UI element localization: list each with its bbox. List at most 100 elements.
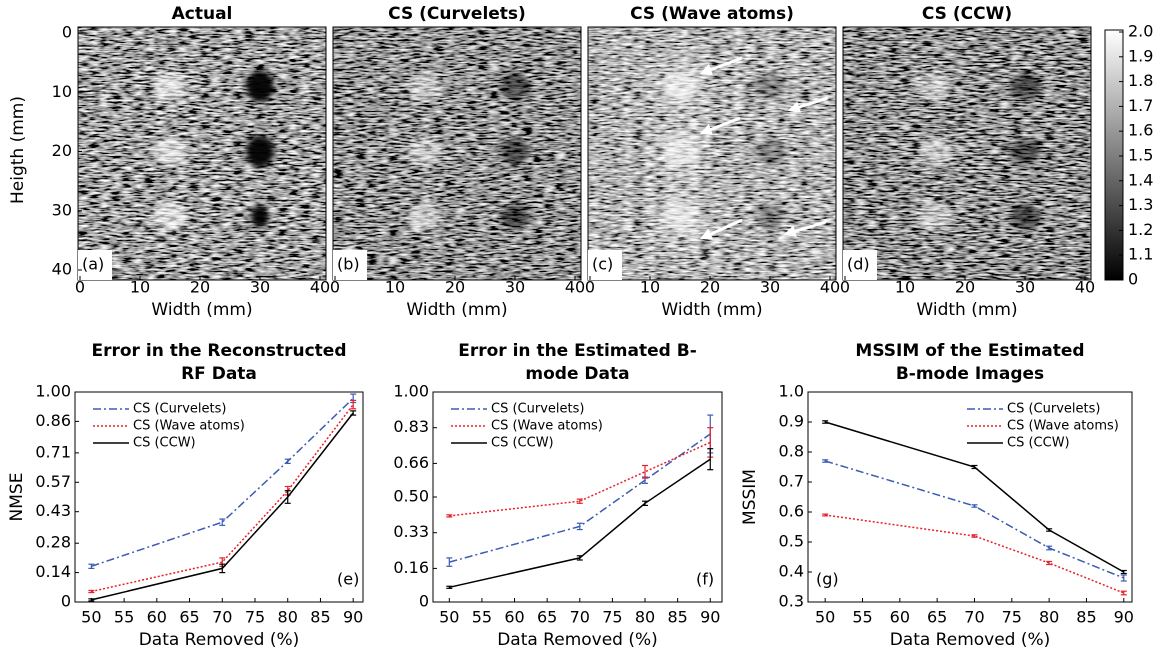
error-bar bbox=[1046, 528, 1053, 532]
dark-inclusion bbox=[755, 73, 785, 100]
x-tick-label: 75 bbox=[245, 608, 265, 627]
x-axis-label: Data Removed (%) bbox=[890, 630, 1051, 650]
error-bar bbox=[576, 555, 583, 561]
x-tick-label: 65 bbox=[537, 608, 557, 627]
bright-inclusion bbox=[663, 72, 697, 101]
dark-inclusion bbox=[251, 205, 269, 228]
error-bar bbox=[822, 420, 829, 424]
dark-inclusion bbox=[1010, 138, 1040, 165]
x-tick-label: 80 bbox=[635, 608, 655, 627]
y-tick-label: 20 bbox=[52, 141, 72, 160]
x-tick-label: 85 bbox=[1076, 608, 1096, 627]
x-tick-label: 70 bbox=[964, 608, 984, 627]
panel-label-box bbox=[78, 250, 112, 280]
y-tick-label: 0.83 bbox=[393, 417, 429, 436]
x-tick-label: 75 bbox=[1002, 608, 1022, 627]
speckle bbox=[78, 27, 326, 280]
error-bar bbox=[707, 448, 714, 471]
error-bar bbox=[822, 513, 829, 517]
dark-inclusion bbox=[500, 203, 530, 230]
bright-inclusion bbox=[153, 202, 187, 231]
x-axis-label: Width (mm) bbox=[916, 300, 1017, 320]
y-tick-label: 0.66 bbox=[393, 453, 429, 472]
y-tick-label: 0.4 bbox=[779, 562, 804, 581]
x-tick-label: 40 bbox=[565, 278, 585, 297]
speckle bbox=[843, 27, 1091, 280]
x-tick-label: 10 bbox=[895, 278, 915, 297]
legend-label: CS (CCW) bbox=[1007, 436, 1070, 451]
error-bar bbox=[1120, 574, 1127, 582]
y-tick-label: 0.3 bbox=[779, 592, 804, 611]
error-bar bbox=[971, 504, 978, 508]
chart-title: MSSIM of the Estimated B-mode Images bbox=[855, 341, 1085, 384]
error-bar bbox=[642, 500, 649, 506]
image-frame bbox=[842, 26, 1092, 281]
colorbar-tick-label: 1.9 bbox=[1128, 46, 1153, 65]
legend-label: CS (CCW) bbox=[491, 436, 554, 451]
x-tick-label: 10 bbox=[130, 278, 150, 297]
x-tick-label: 20 bbox=[700, 278, 720, 297]
x-tick-label: 65 bbox=[179, 608, 199, 627]
error-bar bbox=[446, 585, 453, 589]
error-bar bbox=[88, 563, 95, 570]
dark-inclusion bbox=[500, 73, 530, 100]
image-title: CS (Wave atoms) bbox=[630, 4, 794, 24]
y-tick-label: 10 bbox=[52, 82, 72, 101]
bright-inclusion bbox=[918, 72, 952, 101]
bright-inclusion bbox=[153, 72, 187, 101]
error-bar bbox=[446, 514, 453, 518]
series-line bbox=[824, 421, 1125, 573]
image-panel bbox=[588, 27, 836, 280]
speckle bbox=[588, 27, 836, 280]
dark-inclusion bbox=[500, 138, 530, 165]
plot-frame bbox=[74, 391, 364, 603]
bright-inclusion bbox=[408, 72, 442, 101]
x-tick-label: 10 bbox=[640, 278, 660, 297]
dark-inclusion bbox=[246, 70, 274, 103]
error-bar bbox=[576, 522, 583, 531]
bright-inclusion bbox=[153, 137, 187, 166]
error-bar bbox=[219, 518, 226, 526]
legend-label: CS (Curvelets) bbox=[1007, 402, 1100, 417]
colorbar-tick-label: 1.1 bbox=[1128, 245, 1153, 264]
x-tick-label: 20 bbox=[445, 278, 465, 297]
y-tick-label: 1.0 bbox=[779, 382, 804, 401]
x-tick-label: 50 bbox=[439, 608, 459, 627]
dark-inclusion bbox=[1010, 203, 1040, 230]
image-panel bbox=[333, 27, 581, 280]
x-tick-label: 90 bbox=[700, 608, 720, 627]
panel-label: (g) bbox=[816, 570, 839, 589]
x-tick-label: 90 bbox=[1114, 608, 1134, 627]
legend-label: CS (CCW) bbox=[133, 436, 196, 451]
panel-label-box bbox=[843, 250, 877, 280]
dark-inclusion bbox=[755, 138, 785, 165]
y-tick-label: 0.50 bbox=[393, 487, 429, 506]
image-frame bbox=[77, 26, 327, 281]
x-tick-label: 30 bbox=[505, 278, 525, 297]
x-tick-label: 40 bbox=[310, 278, 330, 297]
y-tick-label: 0.7 bbox=[779, 472, 804, 491]
colorbar-tick-label: 1.5 bbox=[1128, 146, 1153, 165]
legend-label: CS (Wave atoms) bbox=[491, 419, 603, 434]
legend-label: CS (Wave atoms) bbox=[133, 419, 245, 434]
panel-label: (c) bbox=[592, 255, 613, 274]
x-axis-label: Width (mm) bbox=[406, 300, 507, 320]
colorbar-tick-label: 1.3 bbox=[1128, 195, 1153, 214]
x-tick-label: 60 bbox=[504, 608, 524, 627]
error-bar bbox=[88, 598, 95, 602]
y-tick-label: 0.86 bbox=[35, 411, 71, 430]
error-bar bbox=[1120, 569, 1127, 575]
colorbar-tick-label: 1.7 bbox=[1128, 96, 1153, 115]
x-tick-label: 60 bbox=[890, 608, 910, 627]
y-tick-label: 0.33 bbox=[393, 522, 429, 541]
error-bar bbox=[88, 589, 95, 594]
panel-label-box bbox=[588, 250, 622, 280]
colorbar bbox=[1104, 29, 1124, 281]
x-tick-label: 30 bbox=[250, 278, 270, 297]
y-tick-label: 40 bbox=[52, 260, 72, 279]
x-tick-label: 40 bbox=[1075, 278, 1095, 297]
error-bar bbox=[446, 557, 453, 567]
series-line bbox=[824, 460, 1125, 579]
dark-inclusion bbox=[755, 203, 785, 230]
